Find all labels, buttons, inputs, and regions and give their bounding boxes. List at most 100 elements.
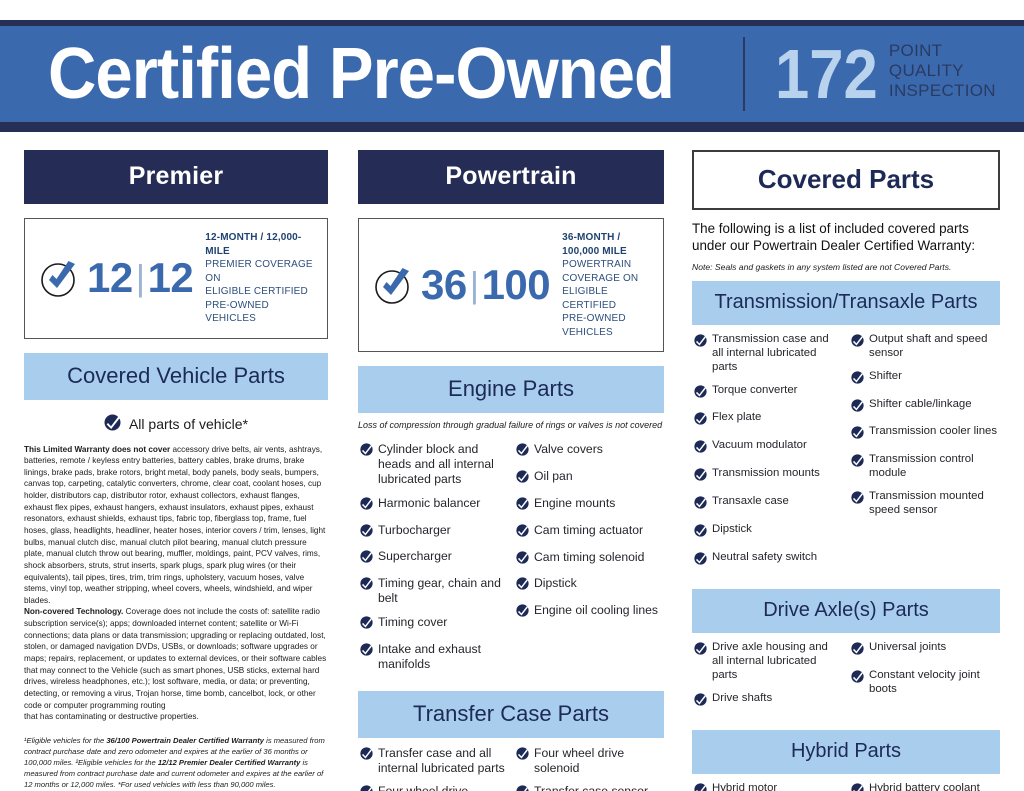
premier-caption-line-4: PRE-OWNED VEHICLES <box>205 299 269 325</box>
list-item: Torque converter <box>694 384 841 403</box>
list-item: Dipstick <box>516 576 662 594</box>
footnote-part-c: is measured from contract purchase date … <box>24 757 324 789</box>
checkmark-icon <box>694 468 707 486</box>
list-item: Vacuum modulator <box>694 439 841 458</box>
non-covered-technology-body: Coverage does not include the costs of: … <box>24 607 327 710</box>
header-divider <box>743 37 746 111</box>
powertrain-months: 36 <box>421 261 467 308</box>
list-item-label: Oil pan <box>534 468 573 483</box>
premier-separator: | <box>135 257 145 299</box>
list-item-label: Output shaft and speed sensor <box>869 332 988 359</box>
list-item-label: Dipstick <box>534 576 577 591</box>
checkmark-icon <box>516 497 529 514</box>
list-item: Engine oil cooling lines <box>516 603 662 621</box>
check-circle-icon <box>37 255 83 301</box>
checkmark-icon <box>694 384 707 403</box>
list-item-label: Drive shafts <box>712 691 773 704</box>
checkmark-icon <box>694 642 707 660</box>
list-item: Supercharger <box>360 549 506 567</box>
checkmark-icon <box>516 550 529 568</box>
checkmark-icon <box>360 443 373 460</box>
inspection-caption-line-3: INSPECTION <box>888 80 996 100</box>
checkmark-icon <box>851 782 864 791</box>
exclusions-body: accessory drive belts, air vents, ashtra… <box>24 444 326 605</box>
list-item-label: Transaxle case <box>712 495 789 508</box>
list-item: Output shaft and speed sensor <box>851 333 998 361</box>
checkmark-icon <box>851 491 864 509</box>
powertrain-caption-line-4: PRE-OWNED VEHICLES <box>562 313 626 338</box>
engine-parts-list-left: Cylinder block and heads and all interna… <box>360 442 506 681</box>
list-item-label: Flex plate <box>712 411 762 424</box>
engine-parts-list-right: Valve covers Oil pan Engine mounts Cam timi… <box>516 442 662 681</box>
list-item-label: Timing cover <box>378 615 448 629</box>
list-item-label: Timing gear, chain and belt <box>378 576 501 606</box>
premier-term-numbers: 12 | 12 <box>87 254 194 302</box>
powertrain-caption-line-3: ELIGIBLE CERTIFIED <box>562 286 617 311</box>
covered-parts-intro: The following is a list of included cove… <box>692 221 976 254</box>
list-item: Timing gear, chain and belt <box>360 576 506 606</box>
all-parts-of-vehicle-row: All parts of vehicle* <box>24 414 328 434</box>
list-item-label: Engine mounts <box>534 495 616 510</box>
engine-parts-note: Loss of compression through gradual fail… <box>358 420 663 430</box>
list-item-label: Valve covers <box>534 442 603 456</box>
premier-caption-line-1: 12-MONTH / 12,000-MILE <box>205 232 302 257</box>
transmission-list-left: Transmission case and all internal lubri… <box>694 333 841 579</box>
powertrain-caption-line-1: 36-MONTH / 100,000 MILE <box>562 232 627 257</box>
drive-axle-parts-list: Drive axle housing and all internal lubr… <box>692 633 1000 722</box>
list-item: Hybrid motor <box>694 782 841 791</box>
list-item-label: Turbocharger <box>378 522 451 537</box>
list-item-label: Cam timing solenoid <box>534 549 645 564</box>
list-item: Transmission case and all internal lubri… <box>694 333 841 375</box>
list-item: Shifter <box>851 370 998 389</box>
powertrain-term-numbers: 36 | 100 <box>421 261 551 308</box>
checkmark-icon <box>694 524 707 542</box>
checkmark-icon <box>516 470 529 487</box>
drive-axle-list-right: Universal joints Constant velocity joint … <box>851 641 998 720</box>
drive-axle-parts-heading: Drive Axle(s) Parts <box>692 588 1000 633</box>
non-covered-technology-tail: that has contaminating or destructive pr… <box>24 712 199 722</box>
powertrain-coverage-badge: 36 | 100 36-MONTH / 100,000 MILE POWERTR… <box>358 218 664 352</box>
page-header-banner: Certified Pre-Owned 172 POINT QUALITY IN… <box>0 20 1024 132</box>
checkmark-icon <box>694 440 707 458</box>
checkmark-icon <box>360 747 373 764</box>
list-item-label: Supercharger <box>378 549 452 564</box>
inspection-badge: 172 POINT QUALITY INSPECTION <box>775 39 996 108</box>
list-item: Transfer case and all internal lubricate… <box>360 746 506 776</box>
checkmark-icon <box>516 604 529 621</box>
checkmark-icon <box>694 782 707 791</box>
checkmark-icon <box>360 550 373 567</box>
footnote-warranty-12-12: 12/12 Premier Dealer Certified Warranty <box>157 757 301 767</box>
checkmark-icon <box>851 642 864 660</box>
list-item: Constant velocity joint boots <box>851 669 998 697</box>
checkmark-icon <box>360 616 373 633</box>
inspection-caption-line-2: QUALITY <box>888 60 964 80</box>
list-item: Cylinder block and heads and all interna… <box>360 442 506 487</box>
list-item: Flex plate <box>694 411 841 430</box>
checkmark-icon <box>851 398 864 417</box>
list-item: Dipstick <box>694 523 841 542</box>
list-item: Transaxle case <box>694 495 841 514</box>
list-item: Drive axle housing and all internal lubr… <box>694 641 841 683</box>
transfer-case-list-left: Transfer case and all internal lubricate… <box>360 746 506 791</box>
list-item-label: Transfer case sensor <box>534 784 648 791</box>
list-item-label: Hybrid battery coolant pump <box>869 781 980 791</box>
non-covered-technology-lead-bold: Non-covered Technology. <box>24 607 124 617</box>
premier-column: Premier 12 | 12 12-MONTH / 12,000-MILE P… <box>24 150 328 791</box>
list-item: Valve covers <box>516 442 662 460</box>
page-title: Certified Pre-Owned <box>48 34 675 114</box>
list-item-label: Engine oil cooling lines <box>534 603 658 618</box>
covered-vehicle-parts-heading: Covered Vehicle Parts <box>24 352 328 400</box>
checkmark-icon <box>694 552 707 570</box>
premier-heading: Premier <box>24 150 328 204</box>
premier-miles: 12 <box>147 254 194 302</box>
list-item: Hybrid battery coolant pump <box>851 782 998 791</box>
list-item: Four wheel drive actuator <box>360 784 506 791</box>
list-item: Timing cover <box>360 615 506 633</box>
list-item-label: Harmonic balancer <box>378 495 481 510</box>
engine-parts-list: Cylinder block and heads and all interna… <box>358 434 664 683</box>
footnote-part-a: ¹Eligible vehicles for the <box>24 735 107 745</box>
inspection-badge-caption: POINT QUALITY INSPECTION <box>889 41 996 107</box>
list-item-label: Four wheel drive solenoid <box>534 745 625 775</box>
list-item: Shifter cable/linkage <box>851 398 998 417</box>
